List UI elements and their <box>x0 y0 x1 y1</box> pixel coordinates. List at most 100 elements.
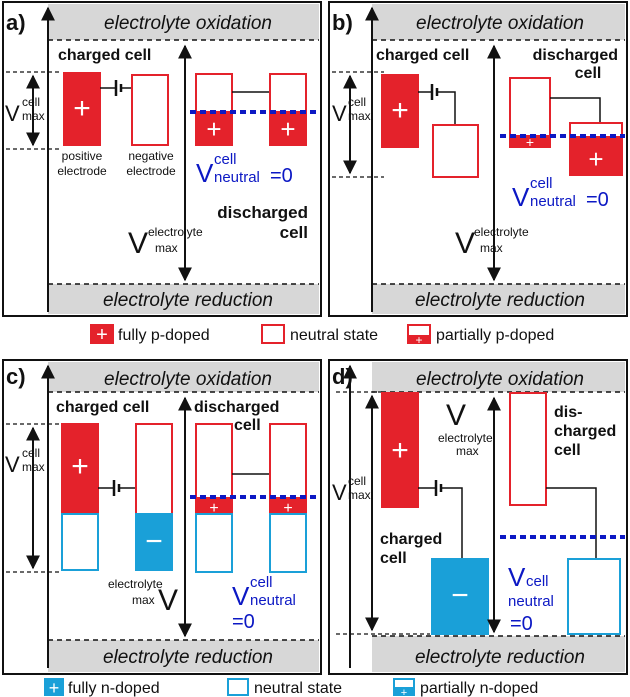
discharged-negative-p-doped <box>569 136 623 176</box>
svg-text:+: + <box>588 144 603 174</box>
neutral-n-swatch <box>227 678 249 696</box>
svg-text:−: − <box>145 525 163 558</box>
svg-text:V: V <box>158 584 178 617</box>
svg-text:+: + <box>71 450 89 483</box>
svg-text:charged: charged <box>554 423 616 440</box>
svg-text:max: max <box>155 241 178 255</box>
negative-electrode-fully-n-doped <box>431 558 489 635</box>
svg-text:+: + <box>526 134 534 150</box>
svg-text:cell: cell <box>575 65 602 82</box>
svg-text:=0: =0 <box>270 165 293 187</box>
partially-p-doped-label: partially p-doped <box>436 327 554 344</box>
v-max-electrolyte-label: electrolyte max V <box>108 577 178 617</box>
discharged-negative-neutral <box>567 558 621 635</box>
positive-electrode-fully-p-doped <box>381 392 419 508</box>
svg-text:V: V <box>5 452 20 477</box>
reduction-band <box>48 640 319 672</box>
positive-electrode-n-neutral <box>61 513 99 571</box>
svg-text:cell: cell <box>250 574 273 591</box>
legend-p-doped: + fully p-doped neutral state + partiall… <box>90 324 554 347</box>
negative-electrode-fully-n-doped <box>135 513 173 571</box>
svg-text:neutral: neutral <box>250 592 296 609</box>
oxidation-band <box>372 362 625 392</box>
charged-cell-label: charged cell <box>58 47 151 64</box>
v-neutral-label: V cell neutral =0 <box>508 562 554 635</box>
charged-cell-label: charged cell <box>56 399 149 416</box>
svg-text:+: + <box>283 500 292 517</box>
svg-text:electrolyte: electrolyte <box>108 577 163 591</box>
plus-sign: + <box>73 92 91 125</box>
panel-d: electrolyte oxidation electrolyte reduct… <box>328 359 628 675</box>
reduction-label: electrolyte reduction <box>103 647 273 668</box>
svg-text:=0: =0 <box>232 611 255 633</box>
svg-text:V: V <box>446 399 466 432</box>
svg-text:max: max <box>348 109 371 123</box>
positive-electrode-label: positive <box>62 149 103 163</box>
svg-text:V: V <box>232 581 250 611</box>
svg-text:V: V <box>5 101 20 126</box>
fully-n-doped-swatch <box>44 678 64 696</box>
oxidation-band <box>372 4 625 40</box>
v-max-electrolyte-label: V electrolyte max <box>128 225 203 260</box>
svg-text:cell: cell <box>380 550 407 567</box>
partially-n-doped-label: partially n-doped <box>420 680 538 697</box>
svg-text:=0: =0 <box>510 613 533 635</box>
svg-text:cell: cell <box>22 446 40 460</box>
svg-text:−: − <box>451 579 469 612</box>
panel-a: electrolyte oxidation electrolyte reduct… <box>2 1 322 317</box>
panel-a-frame <box>2 1 322 317</box>
panel-letter: b) <box>332 10 353 35</box>
oxidation-label: electrolyte oxidation <box>416 369 584 390</box>
svg-text:cell: cell <box>22 95 40 109</box>
oxidation-label: electrolyte oxidation <box>104 13 272 34</box>
svg-text:neutral: neutral <box>508 593 554 610</box>
positive-electrode-fully-p-doped <box>381 74 419 148</box>
svg-text:max: max <box>22 109 45 123</box>
positive-electrode-fully-p-doped <box>61 423 99 515</box>
v-neutral-label: V cell neutral =0 <box>232 574 296 633</box>
svg-text:+: + <box>415 333 422 347</box>
svg-text:+: + <box>206 114 221 144</box>
panel-letter: c) <box>6 364 26 389</box>
svg-text:+: + <box>391 434 409 467</box>
v-max-cell-label: V cell max <box>332 95 371 126</box>
svg-text:max: max <box>22 460 45 474</box>
svg-text:=0: =0 <box>586 189 609 211</box>
svg-text:cell: cell <box>214 151 237 168</box>
oxidation-label: electrolyte oxidation <box>416 13 584 34</box>
v-max-electrolyte-label: V electrolyte max <box>455 225 529 260</box>
svg-text:cell: cell <box>280 223 308 242</box>
negative-electrode-p-neutral <box>135 423 173 515</box>
svg-text:cell: cell <box>526 573 549 590</box>
panel-b: electrolyte oxidation electrolyte reduct… <box>328 1 628 317</box>
reduction-band <box>372 636 625 672</box>
reduction-label: electrolyte reduction <box>415 290 585 311</box>
svg-text:+: + <box>49 678 60 697</box>
svg-text:+: + <box>280 114 295 144</box>
svg-text:cell: cell <box>554 442 581 459</box>
svg-text:cell: cell <box>348 474 366 488</box>
v-max-cell-label: V cell max <box>5 95 45 126</box>
svg-text:V: V <box>332 480 347 505</box>
svg-text:V: V <box>128 227 148 260</box>
discharged-cell-label: discharged <box>194 399 279 416</box>
svg-text:+: + <box>96 324 108 346</box>
negative-electrode-neutral <box>432 124 479 178</box>
discharged-cell-label: discharged <box>217 203 308 222</box>
svg-text:max: max <box>132 593 155 607</box>
neutral-state-label: neutral state <box>290 327 378 344</box>
fully-n-doped-label: fully n-doped <box>68 680 160 697</box>
oxidation-band <box>48 4 319 40</box>
charged-cell-label: charged <box>380 531 442 548</box>
negative-electrode-neutral <box>131 74 169 146</box>
reduction-band <box>372 284 625 314</box>
svg-text:electrolyte: electrolyte <box>148 225 203 239</box>
reduction-label: electrolyte reduction <box>415 647 585 668</box>
v-max-cell-label: V cell max <box>5 446 45 477</box>
v-neutral-label: V cell neutral =0 <box>512 175 609 212</box>
fully-p-doped-swatch <box>90 324 114 344</box>
panel-c: electrolyte oxidation electrolyte reduct… <box>2 359 322 675</box>
svg-text:+: + <box>401 687 407 697</box>
svg-text:cell: cell <box>234 417 261 434</box>
